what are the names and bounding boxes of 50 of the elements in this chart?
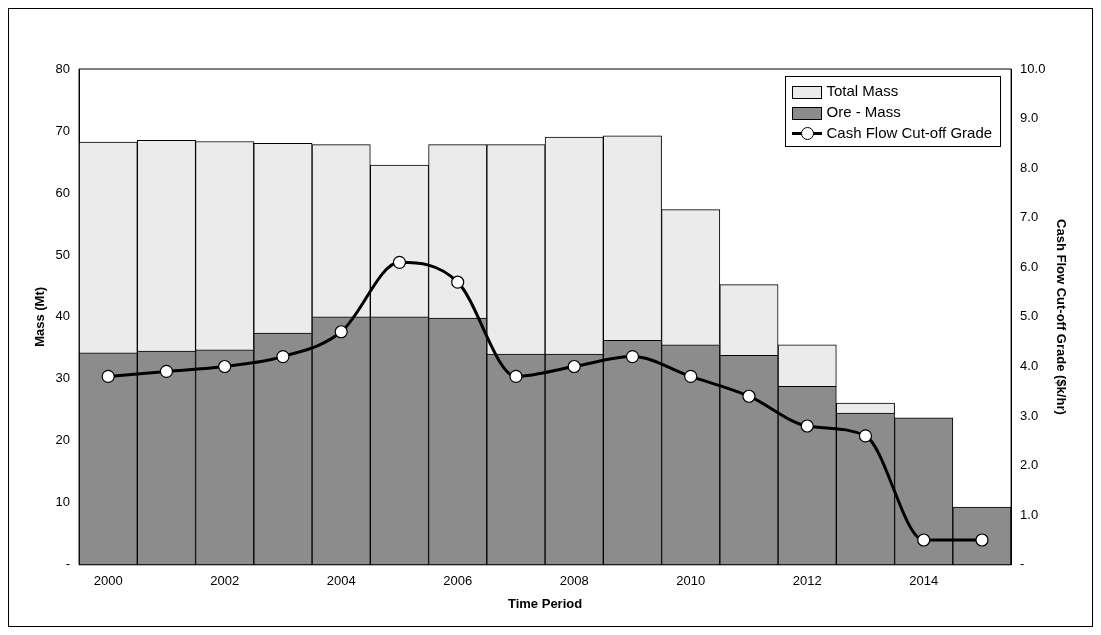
y2-tick-label: 10.0 — [1020, 60, 1046, 76]
y-tick-label: 50 — [55, 246, 71, 262]
point — [917, 533, 931, 547]
x-tick-label: 2004 — [326, 573, 356, 589]
point — [334, 325, 348, 339]
x-tick-label: 2014 — [909, 573, 939, 589]
legend-label: Cash Flow Cut-off Grade — [826, 124, 993, 141]
point — [276, 349, 290, 364]
y-axis-title: Mass (Mt) — [32, 286, 48, 347]
point — [101, 369, 115, 383]
y2-tick-label: 3.0 — [1020, 407, 1039, 423]
y-tick-label: 40 — [55, 308, 71, 324]
y-tick-label: 10 — [55, 494, 71, 510]
point — [159, 364, 174, 379]
y-tick-label: 70 — [55, 122, 71, 138]
y-tick-label: - — [65, 556, 71, 572]
legend-label: Ore - Mass — [826, 103, 901, 120]
point — [392, 255, 407, 269]
y2-tick-label: 1.0 — [1020, 506, 1039, 522]
y2-tick-label: 5.0 — [1020, 308, 1039, 324]
point — [451, 275, 465, 289]
point — [800, 419, 814, 433]
x-tick-label: 2002 — [210, 573, 240, 589]
x-axis-title: Time Period — [507, 595, 583, 611]
legend-label: Total Mass — [826, 82, 899, 99]
point — [218, 359, 232, 374]
y2-axis-title: Cash Flow Cut-off Grade ($k/hr) — [1053, 219, 1069, 415]
x-tick-label: 2006 — [443, 573, 473, 589]
y2-tick-label: 4.0 — [1020, 358, 1039, 374]
point — [684, 369, 698, 383]
y2-tick-label: 8.0 — [1020, 159, 1039, 175]
y2-tick-label: 9.0 — [1020, 110, 1039, 126]
point — [509, 369, 523, 383]
y-tick-label: 80 — [55, 60, 71, 76]
y-tick-label: 60 — [55, 184, 71, 200]
y2-tick-label: 7.0 — [1020, 209, 1039, 225]
point — [567, 359, 581, 374]
x-tick-label: 2010 — [676, 573, 706, 589]
point — [975, 533, 989, 547]
x-tick-label: 2008 — [559, 573, 589, 589]
point — [742, 389, 756, 403]
x-tick-label: 2000 — [93, 573, 123, 589]
point — [625, 349, 640, 364]
point — [858, 429, 873, 443]
y-tick-label: 20 — [55, 432, 71, 448]
y2-tick-label: 2.0 — [1020, 457, 1039, 473]
y2-tick-label: 6.0 — [1020, 258, 1039, 274]
y2-tick-label: - — [1020, 556, 1025, 572]
y-tick-label: 30 — [55, 370, 71, 386]
x-tick-label: 2012 — [792, 573, 822, 589]
